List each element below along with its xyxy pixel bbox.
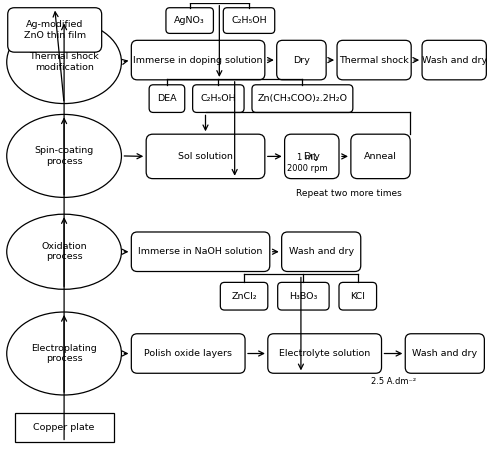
- Text: AgNO₃: AgNO₃: [174, 16, 205, 25]
- FancyBboxPatch shape: [224, 8, 274, 33]
- Text: Immerse in NaOH solution: Immerse in NaOH solution: [138, 247, 262, 256]
- Text: Zn(CH₃COO)₂.2H₂O: Zn(CH₃COO)₂.2H₂O: [258, 94, 348, 103]
- Text: C₂H₅OH: C₂H₅OH: [231, 16, 267, 25]
- FancyBboxPatch shape: [406, 334, 484, 373]
- FancyBboxPatch shape: [268, 334, 382, 373]
- FancyBboxPatch shape: [278, 282, 329, 310]
- FancyBboxPatch shape: [192, 85, 244, 112]
- FancyBboxPatch shape: [220, 282, 268, 310]
- Text: ZnCl₂: ZnCl₂: [232, 292, 257, 301]
- FancyBboxPatch shape: [351, 134, 410, 179]
- Text: Dry: Dry: [304, 152, 320, 161]
- Text: Immerse in doping solution: Immerse in doping solution: [134, 55, 263, 65]
- Text: Polish oxide layers: Polish oxide layers: [144, 349, 232, 358]
- Text: Copper plate: Copper plate: [34, 423, 95, 432]
- Ellipse shape: [6, 312, 121, 395]
- Text: KCl: KCl: [350, 292, 365, 301]
- Text: Dry: Dry: [293, 55, 310, 65]
- Text: 2.5 A.dm⁻²: 2.5 A.dm⁻²: [371, 377, 416, 386]
- Text: Thermal shock
modification: Thermal shock modification: [29, 52, 99, 72]
- FancyBboxPatch shape: [8, 8, 102, 52]
- Text: Electrolyte solution: Electrolyte solution: [279, 349, 370, 358]
- Text: 1 mL
2000 rpm: 1 mL 2000 rpm: [287, 153, 328, 172]
- Bar: [14, 413, 114, 443]
- FancyBboxPatch shape: [276, 40, 326, 80]
- Text: Anneal: Anneal: [364, 152, 397, 161]
- FancyBboxPatch shape: [166, 8, 214, 33]
- Ellipse shape: [6, 115, 121, 197]
- Text: Thermal shock: Thermal shock: [339, 55, 409, 65]
- Ellipse shape: [6, 214, 121, 289]
- Text: Oxidation
process: Oxidation process: [42, 242, 87, 261]
- Text: Spin-coating
process: Spin-coating process: [34, 146, 94, 165]
- FancyBboxPatch shape: [284, 134, 339, 179]
- FancyBboxPatch shape: [146, 134, 265, 179]
- FancyBboxPatch shape: [132, 232, 270, 272]
- Text: Sol solution: Sol solution: [178, 152, 233, 161]
- Text: Ag-modified
ZnO thin film: Ag-modified ZnO thin film: [24, 20, 86, 40]
- Text: Wash and dry: Wash and dry: [422, 55, 487, 65]
- FancyBboxPatch shape: [132, 334, 245, 373]
- FancyBboxPatch shape: [132, 40, 265, 80]
- Text: C₂H₅OH: C₂H₅OH: [200, 94, 236, 103]
- FancyBboxPatch shape: [252, 85, 353, 112]
- FancyBboxPatch shape: [422, 40, 486, 80]
- FancyBboxPatch shape: [282, 232, 361, 272]
- FancyBboxPatch shape: [339, 282, 376, 310]
- Text: Electroplating
process: Electroplating process: [31, 344, 97, 363]
- Ellipse shape: [6, 21, 121, 103]
- Text: DEA: DEA: [157, 94, 176, 103]
- Text: Repeat two more times: Repeat two more times: [296, 189, 402, 198]
- FancyBboxPatch shape: [337, 40, 411, 80]
- Text: H₃BO₃: H₃BO₃: [289, 292, 318, 301]
- Text: Wash and dry: Wash and dry: [288, 247, 354, 256]
- FancyBboxPatch shape: [149, 85, 184, 112]
- Text: Wash and dry: Wash and dry: [412, 349, 478, 358]
